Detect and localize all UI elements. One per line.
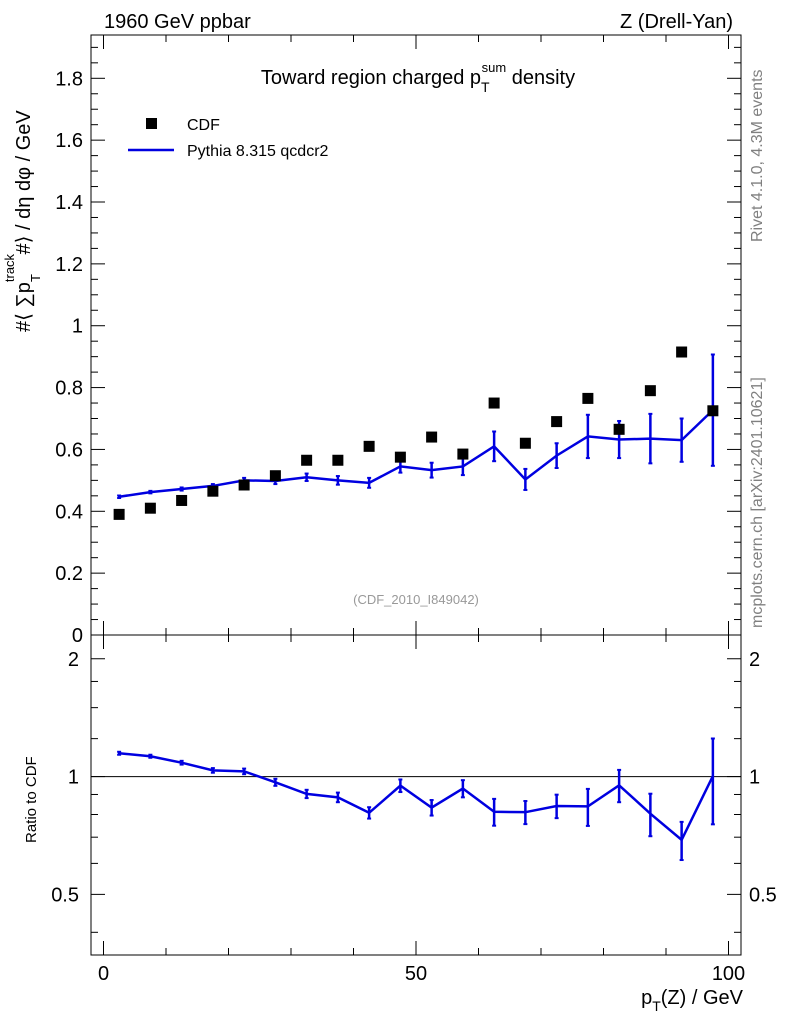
cdf-data-point bbox=[426, 431, 438, 443]
rivet-version-label: Rivet 4.1.0, 4.3M events bbox=[749, 69, 766, 242]
ratio-y-tick-label-right: 2 bbox=[749, 649, 760, 671]
cdf-data-point bbox=[269, 470, 281, 482]
main-y-tick-label: 1.2 bbox=[55, 254, 83, 276]
cdf-data-point bbox=[707, 405, 719, 417]
main-y-tick-label: 1.4 bbox=[55, 192, 83, 214]
ratio-y-tick-label: 2 bbox=[68, 649, 79, 671]
main-title: Toward region charged pTsum density bbox=[261, 60, 575, 95]
ratio-y-label: Ratio to CDF bbox=[23, 756, 40, 843]
main-y-tick-label: 1 bbox=[72, 316, 83, 338]
x-axis-ticks: 0 50 100 bbox=[98, 35, 745, 985]
x-tick-label: 0 bbox=[98, 963, 109, 985]
main-y-tick-label: 0.8 bbox=[55, 378, 83, 400]
cdf-data-point bbox=[176, 494, 188, 506]
legend-mc-label: Pythia 8.315 qcdcr2 bbox=[187, 143, 329, 160]
ratio-y-tick-label-right: 1 bbox=[749, 767, 760, 789]
ratio-y-tick-label: 1 bbox=[68, 767, 79, 789]
cdf-data-point bbox=[113, 508, 125, 520]
main-y-tick-label: 0.4 bbox=[55, 501, 83, 523]
cdf-data-point bbox=[394, 451, 406, 463]
cdf-data-point bbox=[207, 485, 219, 497]
main-data-layer bbox=[113, 346, 719, 520]
cdf-data-point bbox=[613, 423, 625, 435]
main-y-label: #⟨ ∑ptrack T #⟩ / dη dφ / GeV bbox=[2, 110, 43, 332]
header-left: 1960 GeV ppbar bbox=[104, 11, 251, 33]
cdf-data-point bbox=[301, 454, 313, 466]
ratio-y-tick-label: 0.5 bbox=[51, 884, 79, 906]
main-y-tick-label: 1.8 bbox=[55, 68, 83, 90]
mc-series-line bbox=[118, 409, 714, 498]
analysis-watermark: (CDF_2010_I849042) bbox=[353, 592, 479, 607]
legend-cdf-marker bbox=[146, 118, 157, 129]
cdf-data-point bbox=[519, 437, 531, 449]
ratio-series-line bbox=[119, 752, 714, 842]
cdf-data-point bbox=[144, 502, 156, 514]
ratio-y-tick-label-right: 0.5 bbox=[749, 884, 777, 906]
ratio-axis-ticks: 0.5 0.5 1 1 2 2 bbox=[51, 649, 777, 933]
cdf-data-point bbox=[332, 454, 344, 466]
x-axis-label: pT(Z) / GeV bbox=[641, 987, 744, 1014]
cdf-data-point bbox=[238, 479, 250, 491]
mcplots-label: mcplots.cern.ch [arXiv:2401.10621] bbox=[749, 377, 766, 628]
ratio-frame bbox=[90, 634, 742, 956]
cdf-data-point bbox=[676, 346, 688, 358]
ratio-data-layer bbox=[117, 737, 715, 862]
cdf-data-point bbox=[582, 392, 594, 404]
x-tick-label: 50 bbox=[405, 963, 427, 985]
main-axis-ticks: 0 0.2 0.4 0.6 0.8 1 1.2 1.4 1.6 1.8 bbox=[55, 46, 741, 647]
cdf-data-point bbox=[644, 385, 656, 397]
cdf-data-point bbox=[457, 448, 469, 460]
x-tick-label: 100 bbox=[712, 963, 745, 985]
cdf-data-point bbox=[488, 397, 500, 409]
header-right: Z (Drell-Yan) bbox=[620, 11, 733, 33]
main-y-tick-label: 0 bbox=[72, 625, 83, 647]
main-y-tick-label: 0.2 bbox=[55, 563, 83, 585]
cdf-data-point bbox=[551, 416, 563, 428]
cdf-data-point bbox=[363, 440, 375, 452]
main-y-tick-label: 0.6 bbox=[55, 439, 83, 461]
legend-cdf-label: CDF bbox=[187, 117, 220, 134]
main-y-tick-label: 1.6 bbox=[55, 130, 83, 152]
